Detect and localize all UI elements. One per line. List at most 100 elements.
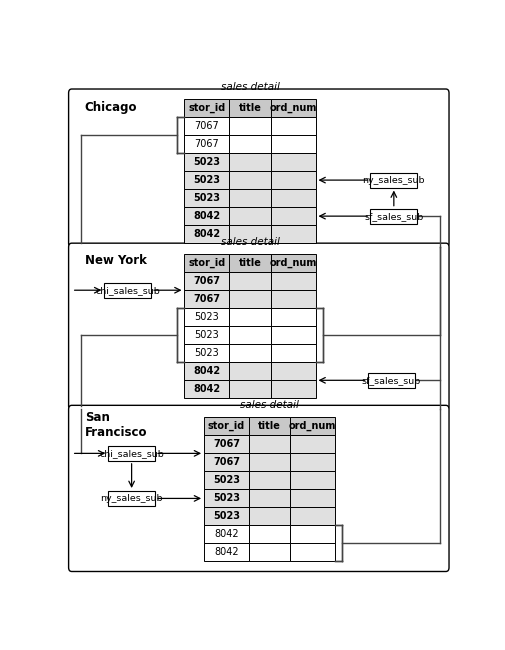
Bar — [229, 290, 271, 308]
Text: sales detail: sales detail — [221, 82, 279, 92]
Text: ord_num: ord_num — [269, 103, 317, 113]
Bar — [368, 373, 415, 388]
Bar — [184, 326, 229, 344]
Text: 5023: 5023 — [194, 348, 219, 358]
Text: 8042: 8042 — [214, 547, 239, 558]
Bar — [204, 436, 249, 454]
Bar — [184, 362, 229, 380]
Bar — [204, 489, 249, 508]
Bar — [290, 454, 335, 471]
Text: 7067: 7067 — [194, 139, 219, 149]
Bar — [229, 344, 271, 362]
Bar — [229, 308, 271, 326]
Bar — [271, 272, 316, 290]
Text: 5023: 5023 — [193, 157, 221, 167]
Bar — [290, 508, 335, 525]
Bar — [249, 543, 290, 562]
Text: sf_sales_sub: sf_sales_sub — [362, 376, 421, 385]
Text: 5023: 5023 — [213, 475, 240, 486]
Bar — [108, 491, 155, 506]
Text: 5023: 5023 — [213, 512, 240, 521]
Bar — [184, 189, 229, 207]
Bar — [249, 489, 290, 508]
Bar — [229, 153, 271, 171]
Text: 7067: 7067 — [193, 294, 221, 304]
Bar — [249, 525, 290, 543]
Bar — [271, 362, 316, 380]
Text: ord_num: ord_num — [289, 421, 336, 432]
Text: title: title — [238, 103, 262, 113]
Bar — [271, 290, 316, 308]
Text: stor_id: stor_id — [208, 421, 245, 432]
Text: 5023: 5023 — [194, 312, 219, 322]
FancyBboxPatch shape — [69, 406, 449, 571]
Bar — [184, 207, 229, 225]
Bar — [204, 525, 249, 543]
Bar — [204, 543, 249, 562]
Bar — [229, 207, 271, 225]
Bar — [229, 326, 271, 344]
Bar — [271, 225, 316, 243]
Bar — [249, 471, 290, 489]
Bar — [229, 225, 271, 243]
Text: 8042: 8042 — [193, 367, 221, 376]
Text: 7067: 7067 — [213, 439, 240, 449]
Bar — [108, 446, 155, 461]
Bar — [271, 153, 316, 171]
Bar — [229, 189, 271, 207]
Bar — [271, 326, 316, 344]
Bar — [370, 173, 417, 188]
Bar — [184, 153, 229, 171]
Text: stor_id: stor_id — [188, 103, 226, 113]
Bar — [104, 283, 151, 298]
Text: San
Francisco: San Francisco — [85, 411, 147, 439]
FancyBboxPatch shape — [69, 243, 449, 410]
Bar — [229, 99, 271, 117]
Text: 7067: 7067 — [194, 121, 219, 131]
Bar — [249, 454, 290, 471]
Bar — [184, 171, 229, 189]
Bar — [229, 272, 271, 290]
Text: sales detail: sales detail — [221, 237, 279, 247]
Bar — [271, 117, 316, 135]
Bar — [271, 189, 316, 207]
Text: 5023: 5023 — [193, 193, 221, 203]
Bar — [290, 471, 335, 489]
Bar — [271, 135, 316, 153]
Bar — [229, 135, 271, 153]
Bar — [290, 417, 335, 436]
Bar — [184, 272, 229, 290]
Text: sales detail: sales detail — [240, 400, 299, 410]
Bar — [229, 117, 271, 135]
Bar — [249, 436, 290, 454]
Bar — [204, 508, 249, 525]
Bar — [249, 417, 290, 436]
Bar — [290, 543, 335, 562]
Bar — [184, 344, 229, 362]
Bar — [204, 454, 249, 471]
Bar — [229, 171, 271, 189]
FancyBboxPatch shape — [69, 89, 449, 247]
Bar — [229, 380, 271, 398]
Text: 5023: 5023 — [213, 493, 240, 503]
Bar — [271, 344, 316, 362]
Text: ord_num: ord_num — [269, 258, 317, 268]
Text: New York: New York — [85, 254, 146, 267]
Text: chi_sales_sub: chi_sales_sub — [99, 449, 164, 458]
Text: 8042: 8042 — [193, 229, 221, 239]
Text: chi_sales_sub: chi_sales_sub — [95, 286, 160, 294]
Bar — [184, 254, 229, 272]
Text: sf_sales_sub: sf_sales_sub — [364, 212, 424, 220]
Text: 5023: 5023 — [194, 330, 219, 340]
Bar — [290, 525, 335, 543]
Text: 7067: 7067 — [213, 458, 240, 467]
Bar — [184, 308, 229, 326]
Bar — [271, 99, 316, 117]
Text: title: title — [258, 421, 281, 432]
Bar — [184, 99, 229, 117]
Text: 8042: 8042 — [214, 530, 239, 540]
Bar — [370, 209, 417, 224]
Bar — [271, 171, 316, 189]
Text: stor_id: stor_id — [188, 258, 226, 268]
Bar — [229, 362, 271, 380]
